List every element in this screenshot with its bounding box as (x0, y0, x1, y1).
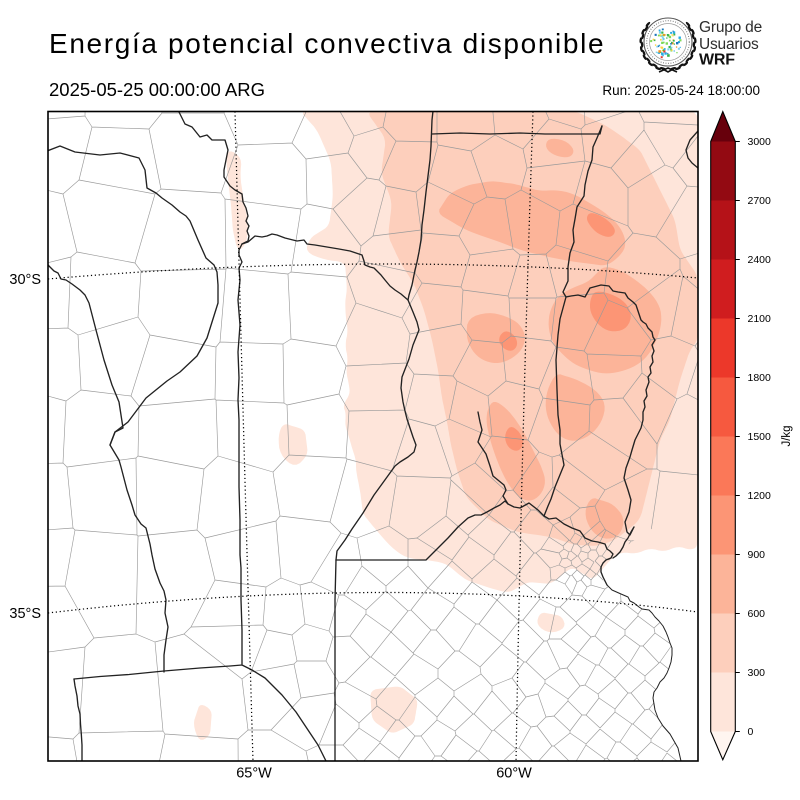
svg-text:60°W: 60°W (496, 766, 532, 782)
svg-text:0: 0 (748, 726, 754, 738)
svg-text:1500: 1500 (748, 431, 772, 443)
svg-text:Usuarios: Usuarios (699, 36, 759, 53)
svg-text:35°S: 35°S (9, 606, 41, 622)
svg-text:65°W: 65°W (236, 766, 272, 782)
svg-text:1200: 1200 (748, 490, 772, 502)
svg-text:1800: 1800 (748, 372, 772, 384)
svg-text:2025-05-25 00:00:00 ARG: 2025-05-25 00:00:00 ARG (49, 79, 265, 100)
svg-text:3000: 3000 (748, 136, 772, 148)
svg-text:2400: 2400 (748, 254, 772, 266)
svg-text:300: 300 (748, 667, 766, 679)
svg-text:2100: 2100 (748, 313, 772, 325)
svg-text:2700: 2700 (748, 195, 772, 207)
svg-text:J/kg: J/kg (781, 425, 793, 446)
svg-text:Grupo de: Grupo de (699, 19, 762, 36)
svg-text:Run: 2025-05-24 18:00:00: Run: 2025-05-24 18:00:00 (602, 83, 760, 98)
svg-text:Energía potencial convectiva d: Energía potencial convectiva disponible (49, 28, 605, 59)
svg-text:WRF: WRF (699, 52, 735, 69)
svg-text:30°S: 30°S (9, 272, 41, 288)
svg-text:600: 600 (748, 608, 766, 620)
svg-text:900: 900 (748, 549, 766, 561)
